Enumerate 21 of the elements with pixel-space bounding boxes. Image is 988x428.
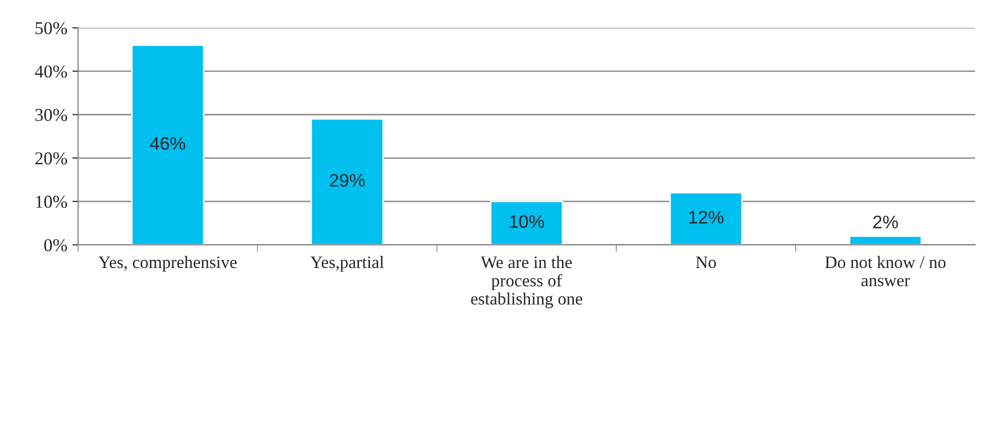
y-tick-label: 50% (36, 22, 68, 34)
x-tick-label: No (696, 256, 716, 268)
data-label: 29% (330, 174, 365, 187)
y-tick-label: 20% (35, 152, 68, 165)
y-tick-label: 40% (34, 65, 68, 78)
data-label: 10% (510, 215, 544, 228)
bar (310, 118, 384, 245)
x-tick-label: Do not know / no answer (825, 256, 946, 286)
data-label: 12% (689, 210, 724, 224)
x-tick-label: Yes, comprehensive (98, 256, 237, 272)
x-tick-label: Yes,partial (310, 256, 384, 272)
y-tick-label: 10% (36, 196, 68, 208)
y-tick-label: 0% (44, 239, 68, 252)
bar (490, 200, 564, 245)
bar (669, 192, 743, 245)
x-tick-label: We are in the process of establishing one (471, 256, 582, 308)
bar (131, 44, 204, 245)
bar (848, 235, 922, 245)
data-label: 2% (873, 216, 898, 228)
data-label: 46% (150, 137, 186, 150)
y-tick-label: 30% (35, 108, 68, 122)
